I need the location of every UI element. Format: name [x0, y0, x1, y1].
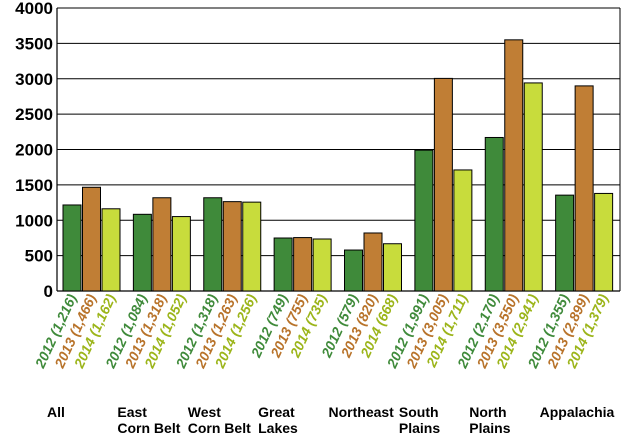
bar — [414, 149, 434, 292]
bar — [203, 197, 223, 292]
category-label: Appalachia — [540, 404, 615, 420]
bar — [453, 169, 473, 292]
category-label: Corn Belt — [188, 420, 251, 436]
y-tick-label: 4000 — [15, 0, 53, 18]
bar — [594, 192, 614, 292]
bar — [62, 204, 82, 292]
bar — [273, 237, 293, 292]
y-tick-label: 2000 — [15, 141, 53, 160]
bar — [293, 237, 313, 292]
bar — [312, 238, 332, 292]
category-label: Plains — [469, 420, 510, 436]
bar — [555, 194, 575, 292]
y-tick-label: 500 — [25, 247, 53, 266]
y-tick-label: 0 — [44, 282, 53, 301]
bar — [523, 82, 543, 292]
bar — [152, 197, 172, 292]
category-label: East — [117, 404, 147, 420]
bar — [504, 39, 524, 292]
y-tick-label: 3500 — [15, 34, 53, 53]
category-label: Plains — [399, 420, 440, 436]
bar — [433, 77, 453, 292]
bar — [171, 216, 191, 292]
y-tick-label: 2500 — [15, 105, 53, 124]
category-label: North — [469, 404, 506, 420]
bar — [222, 201, 242, 292]
y-tick-label: 1500 — [15, 176, 53, 195]
category-label: South — [399, 404, 439, 420]
category-label: Great — [258, 404, 295, 420]
category-label: Corn Belt — [117, 420, 180, 436]
category-label: West — [188, 404, 222, 420]
bar — [82, 186, 101, 292]
category-label: Lakes — [258, 420, 298, 436]
category-label: All — [47, 404, 65, 420]
bar — [344, 249, 363, 292]
y-tick-label: 3000 — [15, 70, 53, 89]
category-label: Northeast — [329, 404, 395, 420]
bar — [574, 85, 594, 292]
bar — [484, 136, 504, 292]
bar — [101, 208, 121, 292]
bar — [132, 213, 152, 292]
y-tick-label: 1000 — [15, 211, 53, 230]
bar — [363, 232, 383, 292]
bar — [383, 243, 402, 292]
bar — [242, 201, 262, 292]
